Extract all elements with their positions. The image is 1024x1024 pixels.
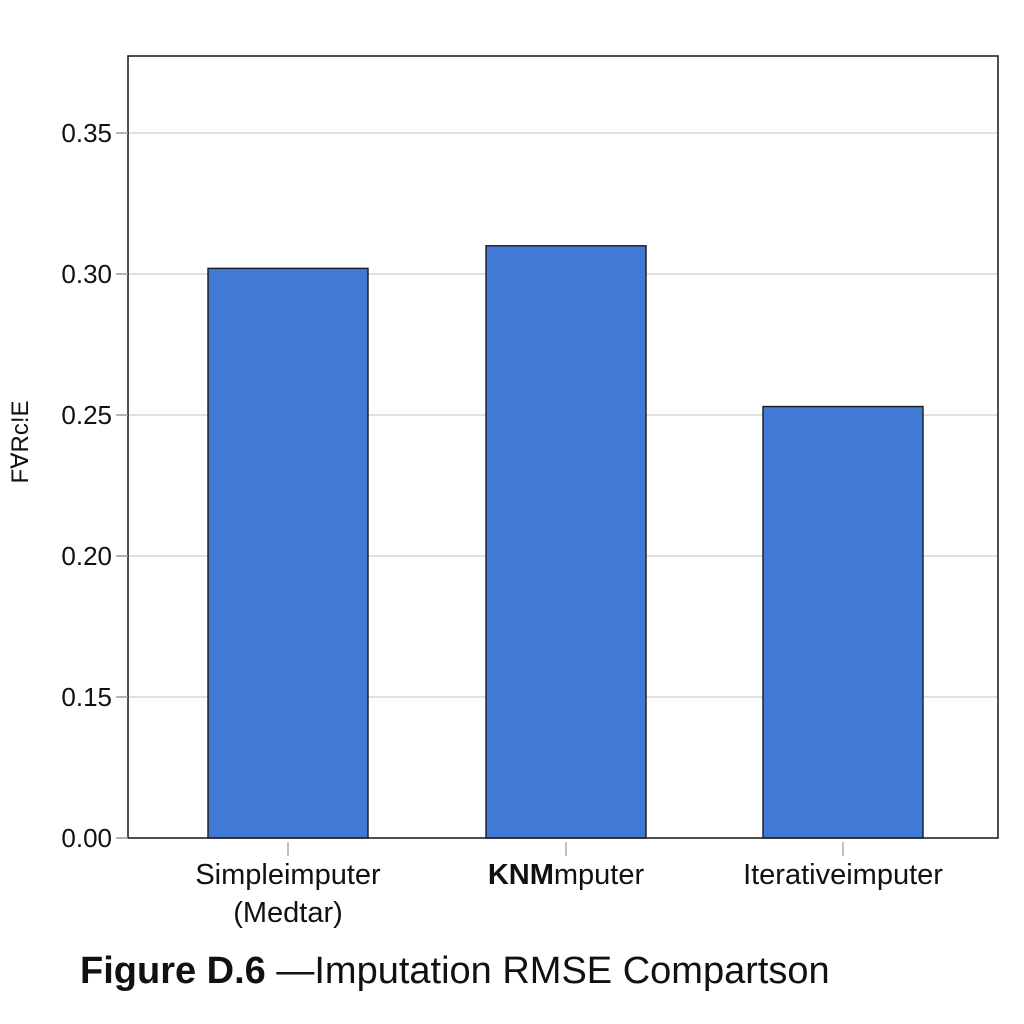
x-category-label: KNMmputer xyxy=(488,859,645,891)
bars xyxy=(207,245,924,839)
x-category-label: Simpleimputer xyxy=(195,859,381,891)
bar xyxy=(207,267,369,839)
y-tick-label: 0.25 xyxy=(61,400,112,430)
bar xyxy=(485,245,647,839)
bar xyxy=(762,405,924,839)
y-tick-label: 0.15 xyxy=(61,682,112,712)
y-tick-label: 0.35 xyxy=(61,118,112,148)
figure-caption: Figure D.6 —Imputation RMSE Compartson xyxy=(80,950,830,993)
y-axis-ticks: 0.00 0.15 0.20 0.25 0.30 0.35 xyxy=(61,118,128,853)
y-tick-label: 0.00 xyxy=(61,823,112,853)
y-tick-label: 0.20 xyxy=(61,541,112,571)
x-axis-labels: Simpleimputer (Medtar) KNMmputer Iterativei… xyxy=(195,842,943,929)
y-tick-label: 0.30 xyxy=(61,259,112,289)
bar-chart: 0.00 0.15 0.20 0.25 0.30 0.35 Simpleimputer (M… xyxy=(7,55,999,929)
y-axis-label: FⱯRc!E xyxy=(7,400,34,483)
plot-frame xyxy=(127,55,999,839)
figure-number: Figure D.6 xyxy=(80,950,266,992)
x-category-label: Iterativeimputer xyxy=(743,859,943,891)
x-category-label: (Medtar) xyxy=(233,897,343,929)
caption-text: —Imputation RMSE Compartson xyxy=(265,950,830,992)
